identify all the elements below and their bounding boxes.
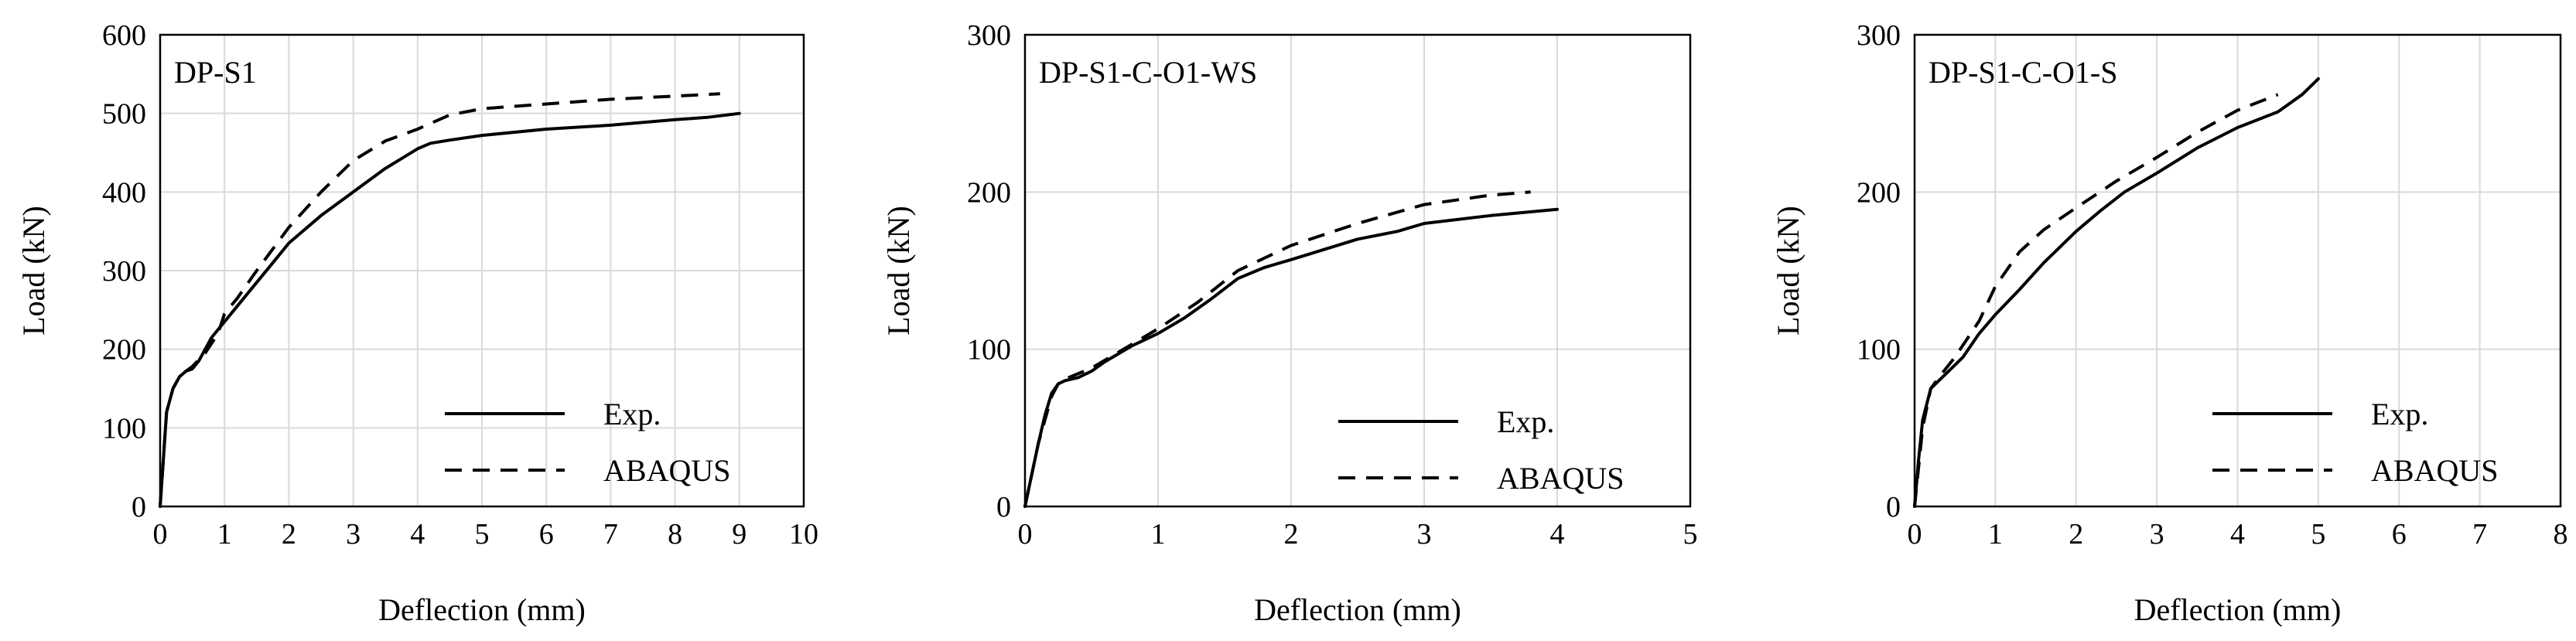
chart-1-series-exp-line bbox=[159, 111, 741, 508]
chart-1-y-tick-label-6: 600 bbox=[102, 19, 146, 52]
chart-1-y-tick-label-0: 0 bbox=[132, 491, 146, 523]
chart-3-y-tick-label-0: 0 bbox=[1886, 491, 1901, 523]
chart-3-plot-frame bbox=[1913, 33, 2562, 508]
chart-2-x-tick-label-3: 3 bbox=[1417, 518, 1432, 551]
chart-1-y-tick-label-1: 100 bbox=[102, 412, 146, 445]
chart-3-x-tick-label-3: 3 bbox=[2150, 518, 2164, 551]
chart-2-y-tick-label-0: 0 bbox=[996, 491, 1011, 523]
chart-1-x-tick-label-3: 3 bbox=[346, 518, 360, 551]
chart-2-y-tick-label-1: 100 bbox=[967, 334, 1011, 367]
chart-2-x-tick-label-0: 0 bbox=[1018, 518, 1033, 551]
chart-3-x-tick-label-7: 7 bbox=[2472, 518, 2487, 551]
chart-1-legend-label-exp: Exp. bbox=[603, 397, 661, 431]
chart-3-y-axis-title: Load (kN) bbox=[1771, 206, 1806, 336]
chart-1-x-tick-label-2: 2 bbox=[282, 518, 296, 551]
chart-1-panel-label: DP-S1 bbox=[174, 55, 257, 90]
chart-3-y-tick-label-1: 100 bbox=[1857, 334, 1901, 367]
chart-3-x-tick-label-8: 8 bbox=[2554, 518, 2568, 551]
chart-2-y-tick-label-2: 200 bbox=[967, 176, 1011, 209]
chart-1-x-tick-label-7: 7 bbox=[603, 518, 618, 551]
chart-3-x-tick-label-1: 1 bbox=[1988, 518, 2003, 551]
chart-2-legend-label-exp: Exp. bbox=[1497, 404, 1554, 439]
chart-1-y-tick-label-3: 300 bbox=[102, 255, 146, 288]
chart-2-y-tick-label-3: 300 bbox=[967, 19, 1011, 52]
chart-2-panel-label: DP-S1-C-O1-WS bbox=[1039, 55, 1257, 90]
chart-1-y-axis-title: Load (kN) bbox=[16, 206, 51, 336]
chart-1-y-tick-label-5: 500 bbox=[102, 98, 146, 131]
chart-3-series-abaqus-line bbox=[1913, 93, 2279, 507]
chart-2-series-abaqus-line bbox=[1023, 190, 1531, 507]
chart-2-plot-frame bbox=[1023, 33, 1692, 508]
chart-3-x-tick-label-6: 6 bbox=[2392, 518, 2407, 551]
chart-2-x-tick-label-1: 1 bbox=[1151, 518, 1166, 551]
chart-1-x-tick-label-9: 9 bbox=[732, 518, 746, 551]
chart-1-x-tick-label-6: 6 bbox=[539, 518, 554, 551]
chart-3-x-tick-label-5: 5 bbox=[2311, 518, 2325, 551]
chart-3-series-exp-line bbox=[1913, 77, 2320, 508]
chart-3-legend-label-abaqus: ABAQUS bbox=[2371, 453, 2498, 488]
chart-1-plot-frame bbox=[159, 33, 805, 508]
chart-3-panel-label: DP-S1-C-O1-S bbox=[1929, 55, 2117, 90]
chart-2-x-tick-label-5: 5 bbox=[1683, 518, 1698, 551]
chart-2-x-tick-label-2: 2 bbox=[1284, 518, 1299, 551]
chart-3-x-axis-title: Deflection (mm) bbox=[2134, 592, 2342, 627]
chart-2-y-axis-title: Load (kN) bbox=[881, 206, 916, 336]
chart-3-x-tick-label-2: 2 bbox=[2069, 518, 2083, 551]
chart-1-x-tick-label-4: 4 bbox=[410, 518, 425, 551]
chart-2-series-exp-line bbox=[1023, 207, 1559, 508]
chart-1-series-abaqus-line bbox=[159, 92, 720, 507]
chart-1-x-tick-label-8: 8 bbox=[668, 518, 682, 551]
chart-3-y-tick-label-2: 200 bbox=[1857, 176, 1901, 209]
chart-1-x-tick-label-5: 5 bbox=[475, 518, 490, 551]
chart-1-x-tick-label-0: 0 bbox=[153, 518, 168, 551]
chart-3-x-tick-label-0: 0 bbox=[1908, 518, 1922, 551]
chart-3-x-tick-label-4: 4 bbox=[2230, 518, 2245, 551]
chart-3-legend-label-exp: Exp. bbox=[2371, 397, 2428, 431]
chart-1-x-tick-label-1: 1 bbox=[217, 518, 232, 551]
chart-1-legend-label-abaqus: ABAQUS bbox=[603, 453, 730, 488]
chart-1-y-tick-label-4: 400 bbox=[102, 176, 146, 209]
chart-1-y-tick-label-2: 200 bbox=[102, 334, 146, 367]
chart-1-x-tick-label-10: 10 bbox=[789, 518, 818, 551]
chart-2-x-tick-label-4: 4 bbox=[1550, 518, 1565, 551]
chart-1-x-axis-title: Deflection (mm) bbox=[378, 592, 586, 627]
chart-3-y-tick-label-3: 300 bbox=[1857, 19, 1901, 52]
chart-2-legend-label-abaqus: ABAQUS bbox=[1497, 461, 1624, 496]
chart-2-x-axis-title: Deflection (mm) bbox=[1254, 592, 1461, 627]
